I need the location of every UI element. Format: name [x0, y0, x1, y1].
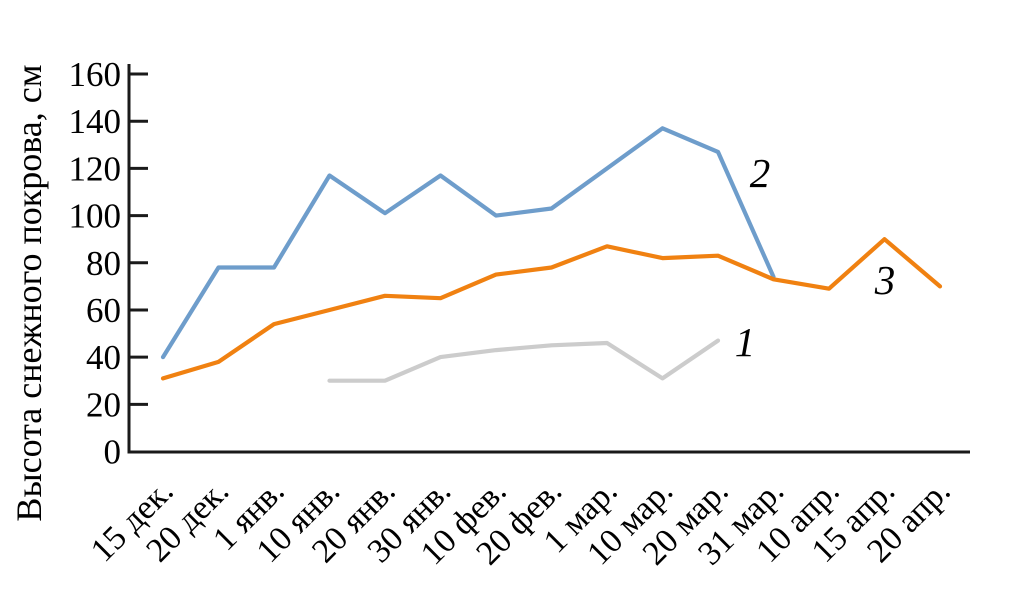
series-label-3: 3 [874, 257, 896, 303]
series-label-1: 1 [735, 319, 756, 365]
y-tick-label: 80 [86, 244, 121, 283]
series-line-3 [160, 237, 943, 381]
series-line-1 [327, 338, 721, 383]
y-tick-label: 160 [69, 55, 122, 94]
series-line-2 [160, 126, 776, 360]
y-axis-title: Высота снежного покрова, см [9, 64, 49, 522]
y-tick-label: 100 [69, 197, 122, 236]
series-label-2: 2 [750, 150, 771, 196]
y-tick-label: 40 [86, 338, 121, 377]
y-tick-label: 140 [69, 102, 122, 141]
y-tick-label: 0 [104, 433, 122, 472]
y-tick-label: 20 [86, 385, 121, 424]
y-tick-label: 120 [69, 149, 122, 188]
y-tick-label: 60 [86, 291, 121, 330]
